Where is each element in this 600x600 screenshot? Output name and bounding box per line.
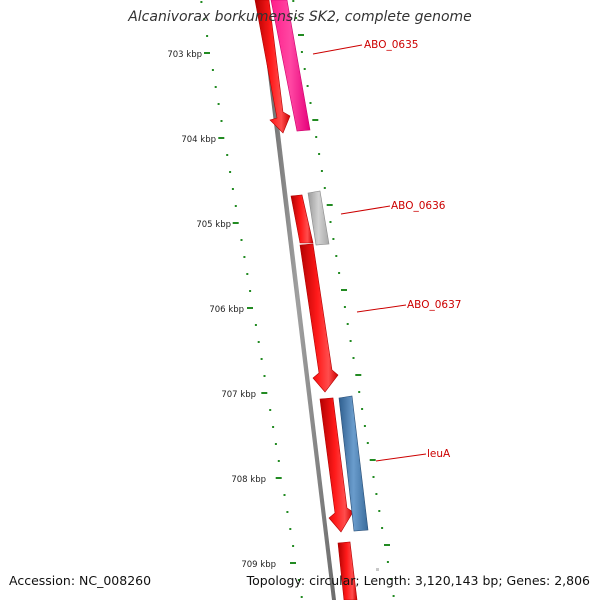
kbp-label-705: 705 kbp <box>196 220 231 230</box>
topology-info: Topology: circular; Length: 3,120,143 bp… <box>246 573 590 588</box>
leader-line-abo-0636 <box>340 205 391 215</box>
small-marker <box>376 568 379 571</box>
gene-label-abo-0636[interactable]: ABO_0636 <box>391 200 446 212</box>
gene-label-abo-0637[interactable]: ABO_0637 <box>407 299 461 311</box>
gene-label-abo-0635[interactable]: ABO_0635 <box>364 39 418 51</box>
inner-tick-ring <box>200 1 303 598</box>
gene-label-leua[interactable]: leuA <box>427 448 451 460</box>
cds-arrow <box>254 0 291 134</box>
genome-title: Alcanivorax borkumensis SK2, complete ge… <box>128 9 472 25</box>
leader-line-abo-0637 <box>356 304 407 313</box>
gene-abo-0635-feature[interactable] <box>270 0 311 132</box>
cds-arrow <box>290 194 314 244</box>
cds-arrow <box>337 541 358 600</box>
forward-strand-genes <box>254 0 358 600</box>
outer-tick-ring <box>292 0 395 597</box>
gene-abo-0636-feature[interactable] <box>307 190 330 246</box>
leader-line-leua <box>375 453 427 462</box>
gene-leua-feature[interactable] <box>338 395 369 532</box>
kbp-label-706: 706 kbp <box>209 305 244 315</box>
kbp-label-703: 703 kbp <box>167 50 202 60</box>
kbp-label-704: 704 kbp <box>181 135 216 145</box>
genome-backbone <box>259 0 336 600</box>
accession-label: Accession: NC_008260 <box>9 573 152 588</box>
leader-line-abo-0635 <box>312 44 363 55</box>
kbp-label-709: 709 kbp <box>241 560 276 570</box>
cds-arrow <box>299 243 339 393</box>
cds-arrow <box>319 397 354 533</box>
kbp-label-708: 708 kbp <box>231 475 266 485</box>
kbp-label-707: 707 kbp <box>221 390 256 400</box>
